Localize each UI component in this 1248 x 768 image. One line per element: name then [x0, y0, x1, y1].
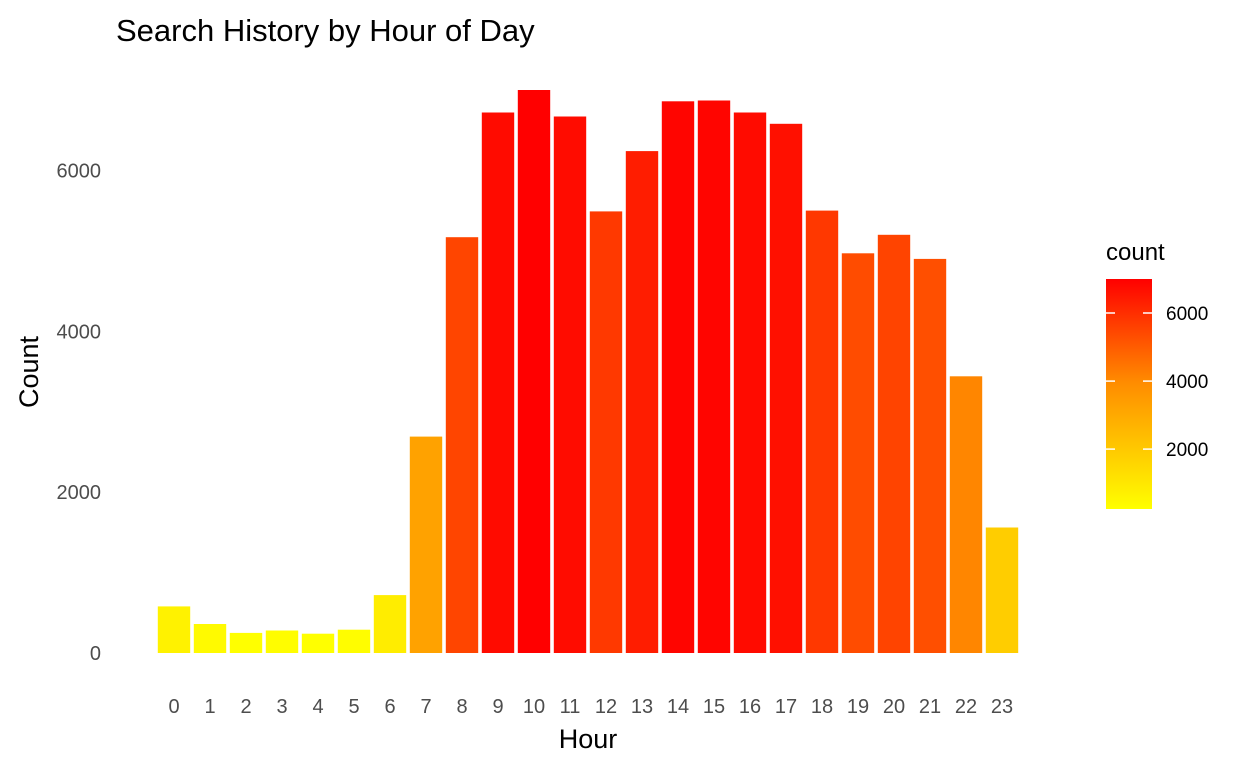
- bar-hour-12: [589, 211, 623, 653]
- x-tick-label: 18: [811, 696, 833, 718]
- bar-hour-6: [373, 595, 407, 653]
- bar-hour-15: [697, 100, 731, 653]
- bar-hour-0: [157, 606, 191, 653]
- bar-hour-23: [985, 527, 1019, 653]
- bar-hour-18: [805, 210, 839, 653]
- bar-hour-7: [409, 436, 443, 653]
- bar-hour-2: [229, 632, 263, 653]
- legend: count 2000 4000 6000: [1106, 239, 1208, 509]
- bar-hour-5: [337, 629, 371, 653]
- bar-hour-21: [913, 258, 947, 653]
- legend-tick-label: 4000: [1166, 372, 1208, 393]
- x-tick-label: 13: [631, 696, 653, 718]
- bar-hour-14: [661, 101, 695, 654]
- bar-hour-20: [877, 234, 911, 654]
- bar-hour-3: [265, 630, 299, 653]
- x-tick-label: 11: [560, 696, 581, 718]
- y-tick-label: 2000: [57, 482, 102, 504]
- y-axis-ticks: 0 2000 4000 6000: [57, 160, 102, 665]
- bar-hour-22: [949, 376, 983, 653]
- x-tick-label: 6: [384, 696, 395, 718]
- x-tick-label: 8: [456, 696, 467, 718]
- x-tick-label: 20: [883, 696, 905, 718]
- x-tick-label: 4: [312, 696, 323, 718]
- legend-tick-label: 2000: [1166, 440, 1208, 461]
- x-axis-title: Hour: [559, 724, 618, 754]
- bar-hour-10: [517, 90, 551, 653]
- x-tick-label: 3: [276, 696, 287, 718]
- x-tick-label: 14: [667, 696, 689, 718]
- bar-hour-19: [841, 253, 875, 654]
- x-tick-label: 15: [703, 696, 725, 718]
- y-axis-title: Count: [14, 335, 44, 408]
- x-tick-label: 10: [523, 696, 545, 718]
- x-tick-label: 5: [348, 696, 359, 718]
- x-tick-label: 21: [919, 696, 941, 718]
- y-tick-label: 6000: [57, 160, 102, 182]
- y-tick-label: 0: [90, 643, 101, 665]
- bar-hour-4: [301, 633, 335, 653]
- bars: [157, 90, 1019, 654]
- x-tick-label: 17: [775, 696, 797, 718]
- bar-hour-1: [193, 624, 227, 653]
- x-tick-label: 9: [492, 696, 503, 718]
- x-tick-label: 0: [168, 696, 179, 718]
- x-tick-label: 12: [595, 696, 617, 718]
- x-tick-label: 2: [240, 696, 251, 718]
- legend-colorbar: [1106, 279, 1152, 509]
- x-tick-label: 23: [991, 696, 1013, 718]
- bar-hour-13: [625, 151, 659, 653]
- legend-title: count: [1106, 239, 1165, 266]
- x-tick-label: 7: [420, 696, 431, 718]
- x-tick-label: 22: [955, 696, 977, 718]
- bar-hour-9: [481, 112, 515, 653]
- chart-title: Search History by Hour of Day: [116, 13, 535, 48]
- x-tick-label: 16: [739, 696, 761, 718]
- bar-hour-11: [553, 116, 587, 653]
- legend-ticks: 2000 4000 6000: [1106, 304, 1208, 461]
- bar-hour-17: [769, 123, 803, 654]
- y-tick-label: 4000: [57, 321, 102, 343]
- bar-hour-8: [445, 237, 479, 653]
- x-tick-label: 1: [204, 696, 215, 718]
- x-axis-ticks: 0 1 2 3 4 5 6 7 8 9 10 11 12 13 14 15 16 17 18 19 20 21 22 23: [168, 696, 1013, 718]
- legend-tick-label: 6000: [1166, 304, 1208, 325]
- x-tick-label: 19: [847, 696, 869, 718]
- bar-hour-16: [733, 112, 767, 653]
